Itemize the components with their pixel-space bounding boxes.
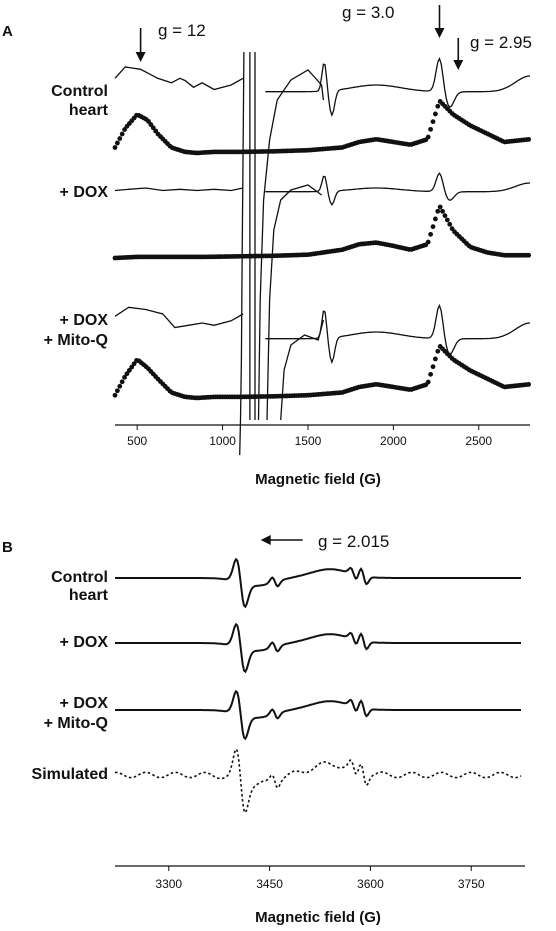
panel-a-dotted-point: [526, 252, 532, 258]
panel-a-dotted-point: [117, 136, 123, 141]
panel-b-x-tick-label: 3450: [256, 877, 283, 891]
panel-a-label-control-2: heart: [69, 102, 109, 119]
panel-a-label-dox: + DOX: [60, 184, 109, 201]
panel-a-annotation-arrowhead: [434, 28, 445, 38]
panel-a-solid-trace: [114, 187, 244, 192]
panel-b-spectrum-trace: [115, 557, 521, 609]
panel-a-dotted-point: [430, 364, 436, 370]
panel-a-dotted-point: [432, 216, 438, 222]
panel-a-solid-trace: [114, 66, 244, 91]
panel-b-spectrum-trace: [115, 622, 521, 674]
panel-a-saturated-signal: [257, 69, 325, 421]
panel-a-dotted-point: [430, 224, 436, 230]
panel-a-dotted-point: [131, 361, 137, 367]
panel-b-label-simulated: Simulated: [32, 766, 108, 783]
panel-a-dotted-point: [112, 392, 118, 398]
panel-a-dotted-point: [437, 204, 443, 210]
panel-b-annotation-arrowhead: [260, 535, 271, 545]
panel-a-x-tick-label: 500: [127, 434, 147, 448]
panel-a-label-control-1: Control: [51, 83, 108, 100]
panel-a-dotted-point: [435, 103, 441, 109]
panel-b-label-control-2: heart: [69, 587, 109, 604]
panel-b-label-control-1: Control: [51, 569, 108, 586]
panel-a-dotted-point: [122, 374, 127, 380]
panel-a-x-tick-label: 2500: [465, 434, 492, 448]
panel-a-dotted-point: [425, 134, 431, 140]
panel-a-dotted-point: [114, 388, 120, 394]
panel-a-solid-trace-highfield: [265, 303, 531, 365]
panel-a-dotted-point: [435, 208, 441, 214]
panel-a-letter: A: [2, 23, 13, 40]
panel-b-x-axis-title: Magnetic field (G): [255, 909, 381, 926]
panel-a-dotted-point: [124, 371, 130, 377]
panel-a-dotted-point: [435, 348, 441, 354]
panel-a-solid-trace-highfield: [265, 56, 531, 118]
panel-a-label-doxmq-1: + DOX: [60, 312, 109, 329]
annotation-g2015: g = 2.015: [318, 532, 389, 551]
panel-a-dotted-point: [440, 208, 445, 214]
panel-a-dotted-point: [442, 213, 448, 219]
panel-a-dotted-point: [428, 371, 434, 377]
panel-a-x-tick-label: 2000: [380, 434, 407, 448]
panel-b-x-tick-label: 3300: [155, 877, 182, 891]
panel-a-dotted-point: [126, 367, 132, 373]
panel-a-saturated-signal: [266, 184, 322, 421]
panel-a-label-doxmq-2: + Mito-Q: [44, 332, 108, 349]
panel-a-dotted-point: [432, 111, 438, 117]
panel-b-letter: B: [2, 539, 13, 556]
panel-a-annotation-arrowhead: [453, 60, 464, 70]
panel-a-dotted-point: [428, 126, 434, 132]
panel-a-solid-trace: [114, 306, 244, 329]
panel-a-dotted-point: [432, 356, 438, 362]
panel-a-dotted-point: [428, 231, 434, 237]
panel-a-saturated-signal: [239, 51, 245, 456]
panel-a-dotted-point: [119, 131, 125, 137]
panel-a-dotted-point: [425, 239, 431, 245]
panel-a-saturated-signal: [280, 319, 325, 421]
panel-b-x-tick-label: 3750: [458, 877, 485, 891]
panel-a-x-tick-label: 1000: [209, 434, 236, 448]
annotation-g12: g = 12: [158, 21, 206, 40]
panel-a-dotted-point: [119, 379, 125, 385]
panel-b-spectrum-trace: [115, 689, 521, 741]
panel-a-dotted-point: [447, 221, 453, 227]
panel-a-x-tick-label: 1500: [295, 434, 322, 448]
panel-a-dotted-point: [425, 379, 431, 385]
panel-a-dotted-point: [526, 381, 532, 387]
panel-b-label-dox: + DOX: [60, 634, 109, 651]
panel-a-dotted-point: [117, 383, 123, 389]
panel-a-dotted-point: [112, 145, 118, 150]
panel-a-dotted-point: [114, 140, 120, 146]
panel-a-x-axis-title: Magnetic field (G): [255, 471, 381, 488]
panel-b-x-tick-label: 3600: [357, 877, 384, 891]
panel-a-dotted-point: [430, 119, 436, 125]
panel-b-label-doxmq-1: + DOX: [60, 695, 109, 712]
annotation-g3: g = 3.0: [342, 3, 394, 22]
panel-a-annotation-arrowhead: [135, 52, 146, 62]
panel-a-dotted-point: [129, 364, 135, 370]
panel-a-dotted-point: [526, 136, 532, 142]
annotation-g295: g = 2.95: [470, 33, 532, 52]
panel-a-dotted-point: [444, 217, 450, 223]
panel-b-simulated-trace: [115, 747, 522, 815]
panel-a-solid-trace-highfield: [265, 172, 531, 207]
panel-b-label-doxmq-2: + Mito-Q: [44, 715, 108, 732]
